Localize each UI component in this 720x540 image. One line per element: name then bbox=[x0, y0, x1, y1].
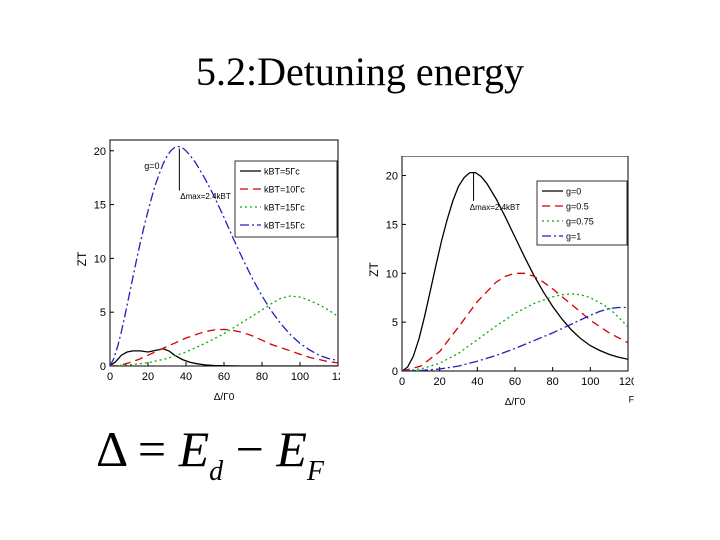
legend-label: g=0.5 bbox=[566, 202, 589, 212]
series-line-3 bbox=[402, 293, 628, 371]
x-tick-label: 0 bbox=[399, 376, 405, 388]
zt-chart-right: 0 20 40 60 80 100 120 0 5 10 15 20 Δ/Γ0 ZT g=0 g=0.5 g=0… bbox=[367, 156, 634, 408]
series-line-2 bbox=[110, 328, 338, 366]
legend-label: kBT=10Γc bbox=[264, 185, 305, 195]
x-tick-label: 80 bbox=[256, 371, 268, 383]
x-tick-label: 20 bbox=[434, 376, 446, 388]
annotation-dmax: Δmax=2.4kBT bbox=[470, 203, 521, 212]
legend-box bbox=[536, 180, 628, 246]
legend-box bbox=[234, 160, 338, 238]
x-tick-label: 100 bbox=[291, 371, 309, 383]
series-line-2 bbox=[402, 272, 628, 371]
x-tick-label: 40 bbox=[180, 371, 192, 383]
legend-label: kBT=5Γc bbox=[264, 167, 300, 177]
legend-label: g=0 bbox=[566, 187, 581, 197]
x-tick-label: 0 bbox=[107, 371, 113, 383]
zt-chart-left: 0204060801001205101520Δ/Γ0ZTkBT=5ΓckBT=1… bbox=[75, 139, 340, 403]
y-tick-label: 10 bbox=[94, 253, 106, 265]
formula-equals: = bbox=[125, 421, 179, 477]
series-line-4 bbox=[110, 145, 338, 366]
x-tick-label: 120 bbox=[619, 376, 634, 388]
y-tick-label: 15 bbox=[386, 219, 398, 231]
x-tick-label: 60 bbox=[218, 371, 230, 383]
x-tick-label: 80 bbox=[547, 376, 559, 388]
formula-energy-f: E bbox=[276, 421, 307, 477]
y-tick-label: 20 bbox=[386, 171, 398, 183]
formula-energy-d: E bbox=[178, 421, 210, 477]
y-tick-label: 10 bbox=[386, 268, 398, 280]
legend-label: kBT=15Γc bbox=[264, 203, 305, 213]
x-tick-label: 60 bbox=[509, 376, 521, 388]
y-tick-label: 0 bbox=[392, 366, 398, 378]
x-tick-label: 12 bbox=[332, 371, 340, 383]
formula-delta: Δ bbox=[96, 421, 126, 477]
figure-label: Fig3 bbox=[629, 394, 634, 404]
x-tick-label: 40 bbox=[471, 376, 483, 388]
series-line-1 bbox=[110, 348, 338, 366]
annotation-g0: g=0 bbox=[144, 161, 159, 171]
series-line-4 bbox=[402, 306, 628, 371]
y-tick-label: 5 bbox=[392, 317, 398, 329]
annotation-dmax: Δmax=2.4kBT bbox=[180, 192, 231, 201]
y-tick-label: 5 bbox=[100, 307, 106, 319]
x-tick-label: 100 bbox=[581, 376, 599, 388]
y-tick-label: 0 bbox=[100, 361, 106, 373]
series-line-3 bbox=[110, 295, 338, 366]
detuning-formula: Δ = Ed − EF bbox=[96, 420, 324, 487]
x-tick-label: 20 bbox=[142, 371, 154, 383]
slide-title: 5.2:Detuning energy bbox=[195, 49, 525, 94]
x-axis-label: Δ/Γ0 bbox=[214, 392, 235, 403]
legend-label: kBT=15Γc bbox=[264, 221, 305, 231]
y-tick-label: 20 bbox=[94, 146, 106, 158]
formula-minus: − bbox=[223, 421, 277, 477]
formula-sub-d: d bbox=[209, 456, 224, 487]
legend-label: g=1 bbox=[566, 232, 581, 242]
formula-sub-f: F bbox=[306, 456, 325, 487]
y-axis-label: ZT bbox=[75, 251, 89, 266]
series-line-1 bbox=[402, 171, 628, 371]
x-axis-label: Δ/Γ0 bbox=[505, 397, 526, 408]
y-tick-label: 15 bbox=[94, 200, 106, 212]
y-axis-label: ZT bbox=[367, 262, 381, 277]
legend-label: g=0.75 bbox=[566, 217, 594, 227]
